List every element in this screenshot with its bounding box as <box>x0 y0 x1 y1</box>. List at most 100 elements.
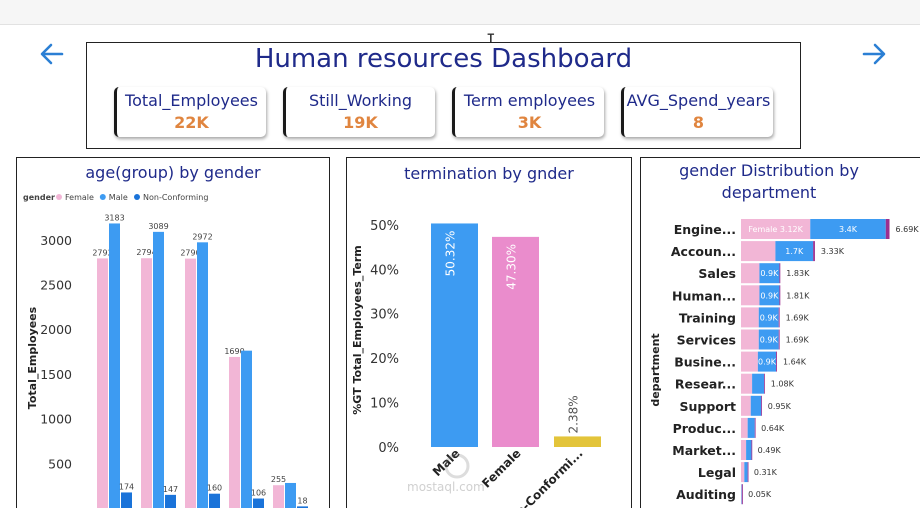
bar-segment <box>764 373 765 394</box>
y-axis-label: %GT Total_Employees_Term <box>351 245 364 414</box>
y-tick-label: Support <box>679 399 736 414</box>
kpi-card-avg-spend-years[interactable]: AVG_Spend_years 8 <box>621 87 773 137</box>
y-tick-label: 2000 <box>40 322 72 337</box>
total-label: 1.69K <box>786 336 810 345</box>
y-tick-label: 10% <box>370 397 399 412</box>
bar <box>153 231 164 508</box>
bar <box>229 356 240 508</box>
age-group-chart: gender Female Male Non-Conforming 500 1000 150… <box>23 193 308 508</box>
bar-segment <box>741 440 747 460</box>
kpi-value: 8 <box>692 113 705 132</box>
bar <box>431 223 478 447</box>
bar <box>197 242 208 508</box>
legend-label: Female <box>65 193 94 202</box>
bar-segment <box>778 329 780 350</box>
bar <box>109 223 120 508</box>
y-tick-label: Human... <box>672 288 736 303</box>
total-label: 1.08K <box>771 380 795 389</box>
dashboard-title: Human resources Dashboard <box>254 44 633 74</box>
bar-segment <box>741 484 742 505</box>
chart-title: gender Distribution by department <box>679 161 859 202</box>
data-label: 3183 <box>104 213 124 222</box>
bar-segment <box>741 417 748 438</box>
y-tick-label: 1500 <box>40 367 72 382</box>
bar-segment <box>741 263 760 284</box>
back-arrow-icon[interactable] <box>38 40 66 68</box>
y-tick-label: 1000 <box>40 412 72 427</box>
bar <box>241 350 252 508</box>
bar <box>141 258 152 508</box>
x-tick-label: Female <box>479 446 523 490</box>
total-label: 6.69K <box>896 225 920 234</box>
department-chart: department Engine... Female 3.12K 3.4K 6.69K… <box>649 219 920 505</box>
kpi-card-total-employees[interactable]: Total_Employees 22K <box>114 87 266 137</box>
bar <box>185 258 196 508</box>
bar-segment <box>746 440 752 460</box>
y-tick-label: 3000 <box>40 233 72 248</box>
age-group-chart-panel[interactable]: age(group) by gender gender Female Male Non… <box>16 157 330 508</box>
y-tick-label: Busine... <box>674 355 736 370</box>
bar-segment <box>779 285 781 306</box>
forward-arrow-icon[interactable] <box>860 40 888 68</box>
bar <box>285 482 296 508</box>
y-tick-label: Engine... <box>674 222 736 237</box>
y-tick-label: 2500 <box>40 278 72 293</box>
y-tick-label: 40% <box>370 263 399 278</box>
bar-segment <box>813 241 815 262</box>
termination-chart: 0% 10% 20% 30% 40% 50% %GT Total_Employees_Ter… <box>351 219 601 508</box>
bar-segment <box>741 285 760 306</box>
bar-segment <box>776 351 777 372</box>
department-chart-panel[interactable]: gender Distribution by department depart… <box>640 157 920 508</box>
segment-label: 0.9K <box>758 358 777 367</box>
y-tick-label: Legal <box>698 465 736 480</box>
total-label: 0.31K <box>754 468 778 477</box>
data-label: 2.38% <box>567 395 581 433</box>
data-label: 255 <box>271 475 286 484</box>
data-label: 50.32% <box>444 231 458 277</box>
kpi-card-still-working[interactable]: Still_Working 19K <box>283 87 435 137</box>
legend-label: Male <box>109 193 128 202</box>
top-toolbar <box>0 0 920 25</box>
kpi-label: AVG_Spend_years <box>626 91 771 110</box>
data-label: 2790 <box>180 249 200 258</box>
segment-label: 0.9K <box>760 291 779 300</box>
data-label: 2792 <box>92 248 112 257</box>
text-cursor-icon: I <box>486 30 496 49</box>
total-label: 1.64K <box>783 358 807 367</box>
bar <box>209 493 220 508</box>
kpi-card-term-employees[interactable]: Term employees 3K <box>452 87 604 137</box>
watermark-logo <box>444 453 470 479</box>
bar <box>297 506 308 508</box>
chart-title: termination by gnder <box>404 164 574 183</box>
data-label: 47.30% <box>505 244 519 290</box>
bar-segment <box>750 395 762 416</box>
data-label: 147 <box>163 485 178 494</box>
bar-segment <box>741 219 811 239</box>
y-tick-label: 20% <box>370 352 399 367</box>
legend-marker <box>56 194 62 200</box>
bar-segment <box>761 395 763 416</box>
segment-label: 3.4K <box>839 225 858 234</box>
bar-segment <box>754 417 756 438</box>
kpi-label: Term employees <box>463 91 596 110</box>
legend-title: gender <box>23 193 55 202</box>
legend-marker <box>99 194 106 200</box>
total-label: 3.33K <box>821 247 845 256</box>
data-label: 174 <box>119 482 134 491</box>
chart-title: age(group) by gender <box>85 163 261 182</box>
legend-label: Non-Conforming <box>143 193 208 202</box>
data-label: 160 <box>207 484 222 493</box>
y-tick-label: Sales <box>698 266 736 281</box>
y-tick-label: Auditing <box>676 487 736 502</box>
bar-segment <box>752 373 765 394</box>
kpi-label: Total_Employees <box>125 91 258 110</box>
bar-segment <box>741 395 751 416</box>
bar-segment <box>741 241 776 262</box>
y-axis-label: Total_Employees <box>26 306 39 409</box>
y-tick-label: Services <box>677 333 736 348</box>
bar-segment <box>742 484 743 505</box>
kpi-value: 3K <box>517 113 542 132</box>
watermark-text: mostaql.com <box>407 480 485 494</box>
termination-chart-panel[interactable]: termination by gnder 0% 10% 20% 30% 40% 50% %G… <box>346 157 632 508</box>
bar-segment <box>744 462 748 483</box>
